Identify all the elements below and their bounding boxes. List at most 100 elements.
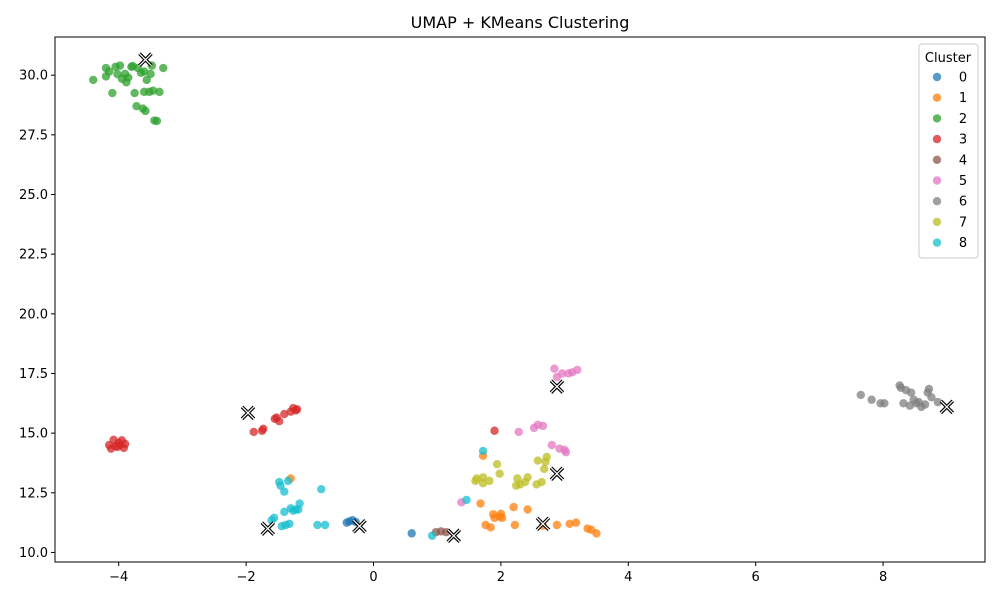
centroid-highlight [940, 400, 954, 414]
data-point [478, 473, 488, 482]
data-point [141, 106, 150, 116]
data-point [108, 88, 117, 98]
legend-marker [932, 176, 942, 185]
centroid-highlight [447, 529, 461, 543]
data-point [280, 487, 289, 496]
legend-label: 1 [959, 91, 967, 106]
data-point [472, 474, 481, 483]
data-point [427, 531, 437, 540]
legend-entry: 5 [932, 174, 967, 189]
legend-entry: 4 [932, 153, 967, 168]
y-tick-label: 27.5 [19, 128, 48, 143]
data-point [139, 67, 149, 76]
centroid-highlight [550, 380, 564, 394]
x-tick-label: 0 [369, 570, 377, 585]
legend-marker [932, 217, 942, 227]
series-7 [471, 452, 551, 490]
legend-title: Cluster [925, 51, 972, 66]
data-point [142, 75, 151, 85]
y-tick-label: 30.0 [19, 69, 48, 84]
data-point [933, 397, 943, 407]
y-tick-label: 25.0 [19, 188, 48, 203]
centroid-marker [549, 379, 565, 394]
y-tick-label: 10.0 [19, 546, 48, 561]
centroids-layer [138, 52, 955, 543]
data-point [280, 507, 289, 517]
data-point [89, 75, 98, 85]
data-point [540, 464, 549, 474]
data-point [561, 448, 571, 457]
legend-entry: 8 [932, 236, 967, 251]
legend-box [918, 43, 979, 259]
data-point [124, 73, 133, 82]
points-layer [89, 61, 943, 540]
data-point [276, 481, 285, 490]
series-0 [342, 516, 416, 538]
x-tick-label: 2 [497, 570, 505, 585]
x-tick-label: 4 [624, 570, 632, 585]
centroid-marker [240, 405, 256, 421]
chart-title: UMAP + KMeans Clustering [411, 13, 630, 32]
y-tick-label: 20.0 [19, 307, 48, 322]
legend-label: 3 [959, 133, 967, 148]
plot-area [54, 36, 986, 563]
data-point [313, 520, 322, 530]
data-point [538, 421, 548, 431]
data-point [146, 69, 155, 79]
legend-marker [932, 93, 942, 102]
data-point [856, 390, 865, 400]
legend-label: 5 [959, 174, 967, 189]
centroid-marker [549, 466, 565, 481]
data-point [880, 399, 889, 408]
data-point [523, 473, 532, 482]
legend-entry: 1 [932, 91, 967, 106]
data-point [542, 452, 551, 462]
series-8 [267, 446, 488, 540]
data-point [320, 520, 330, 530]
centroid-highlight [261, 522, 275, 536]
y-tick-label: 12.5 [19, 486, 48, 501]
x-tick-label: −4 [109, 570, 128, 585]
centroid-marker [352, 518, 367, 534]
data-point [547, 440, 557, 450]
data-point [478, 479, 488, 488]
legend-entry: 6 [932, 195, 967, 210]
y-tick-label: 17.5 [19, 367, 48, 382]
data-point [510, 520, 520, 530]
data-point [537, 477, 546, 487]
plot-frame [54, 36, 986, 563]
legend-label: 6 [959, 195, 967, 210]
data-point [478, 446, 488, 456]
data-point [486, 523, 495, 532]
centroid-highlight [353, 519, 366, 533]
data-point [867, 395, 876, 404]
data-point [104, 67, 114, 76]
series-2 [89, 61, 168, 126]
data-point [565, 519, 574, 529]
data-point [492, 459, 502, 469]
data-point [132, 102, 141, 111]
data-point [275, 417, 284, 426]
legend-marker [932, 155, 942, 164]
data-point [115, 61, 125, 70]
data-point [495, 469, 504, 478]
centroid-highlight [536, 517, 550, 531]
data-point [159, 63, 168, 73]
data-point [280, 409, 289, 419]
centroid-marker [446, 528, 461, 543]
legend-label: 7 [959, 215, 967, 230]
data-point [148, 86, 158, 95]
series-5 [457, 364, 582, 507]
data-point [514, 427, 523, 437]
data-point [899, 399, 908, 408]
data-point [485, 476, 494, 486]
legend-entry: 7 [932, 215, 967, 230]
data-point [285, 519, 294, 529]
data-point [920, 400, 930, 409]
data-point [905, 401, 915, 410]
data-point [249, 427, 258, 437]
data-point [476, 499, 485, 508]
legend-label: 0 [959, 71, 967, 86]
series-1 [286, 451, 601, 538]
